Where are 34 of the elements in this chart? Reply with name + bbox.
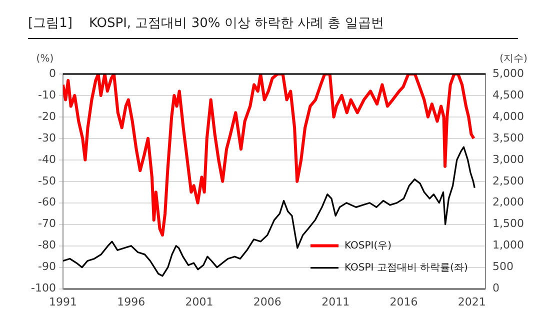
x-tick-label: 2001 bbox=[185, 295, 214, 308]
y2-tick-label: 4,500 bbox=[492, 88, 524, 102]
x-tick-label: 1991 bbox=[48, 295, 77, 308]
y-tick-label: -100 bbox=[30, 282, 56, 295]
y-tick-label: 0 bbox=[48, 66, 56, 80]
y2-tick-label: 5,000 bbox=[492, 66, 524, 80]
y2-axis-title: (지수) bbox=[500, 54, 528, 65]
x-tick-label: 2006 bbox=[253, 295, 282, 308]
x-tick-label: 1996 bbox=[117, 295, 146, 308]
x-tick-label: 2021 bbox=[458, 295, 486, 308]
y2-tick-label: 2,500 bbox=[492, 174, 524, 188]
y-tick-label: -70 bbox=[38, 217, 56, 230]
y-tick-label: -30 bbox=[38, 131, 56, 144]
y-tick-label: -10 bbox=[38, 88, 56, 102]
y-axis-title: (%) bbox=[36, 54, 54, 65]
y2-tick-label: 500 bbox=[492, 260, 514, 274]
y-tick-label: -50 bbox=[38, 174, 56, 188]
y2-tick-label: 4,000 bbox=[492, 110, 524, 123]
y-tick-label: -40 bbox=[38, 152, 56, 166]
legend-label: KOSPI 고점대비 하락률(좌) bbox=[344, 262, 468, 274]
x-tick-label: 2011 bbox=[322, 295, 350, 308]
y2-tick-label: 1,000 bbox=[492, 238, 524, 252]
y2-tick-label: 0 bbox=[492, 282, 500, 295]
y2-tick-label: 3,500 bbox=[492, 131, 524, 144]
y2-tick-label: 1,500 bbox=[492, 217, 524, 230]
y-tick-label: -60 bbox=[38, 196, 56, 209]
y2-tick-label: 3,000 bbox=[492, 152, 524, 166]
x-tick-label: 2016 bbox=[390, 295, 418, 308]
y2-tick-label: 2,000 bbox=[492, 196, 524, 209]
chart-title: [그림1] KOSPI, 고점대비 30% 이상 하락한 사례 총 일곱번 bbox=[28, 14, 518, 39]
y-tick-label: -20 bbox=[38, 110, 56, 123]
legend-label: KOSPI(우) bbox=[344, 240, 392, 252]
y-tick-label: -90 bbox=[38, 260, 56, 274]
y-tick-label: -80 bbox=[38, 238, 56, 252]
